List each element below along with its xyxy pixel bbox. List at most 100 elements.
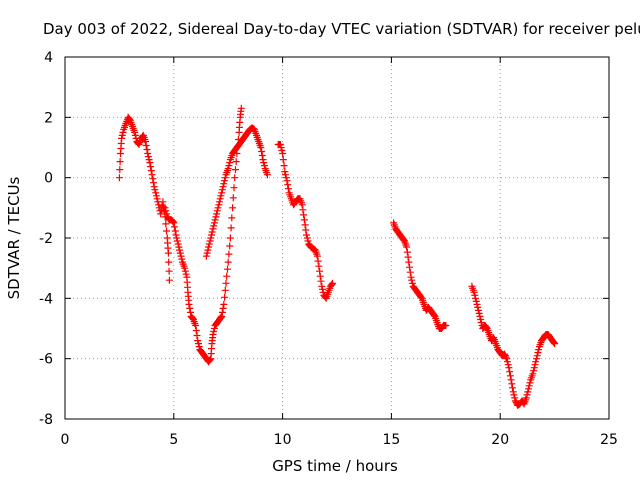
data-point [507, 376, 515, 384]
data-point [314, 257, 322, 265]
data-point [147, 167, 155, 175]
data-point [259, 156, 267, 164]
data-point [229, 204, 237, 212]
data-point [115, 174, 123, 182]
y-axis-title: SDTVAR / TECUs [5, 176, 23, 299]
y-tick-labels: -8 -6 -4 -2 0 2 4 [39, 50, 53, 428]
data-point [126, 115, 134, 123]
data-point [150, 179, 157, 187]
data-point [284, 185, 292, 193]
data-point [506, 368, 514, 376]
data-point [181, 264, 189, 272]
data-point [224, 165, 232, 173]
data-point [280, 162, 288, 170]
data-point [229, 194, 237, 202]
data-point [194, 337, 202, 345]
data-point [226, 242, 234, 250]
data-point [534, 349, 542, 357]
data-point [529, 370, 537, 378]
data-point [207, 234, 215, 242]
x-tick-label: 10 [274, 432, 292, 448]
data-point [258, 152, 266, 159]
x-axis-title: GPS time / hours [272, 457, 398, 475]
data-point [210, 222, 218, 230]
x-tick-label: 15 [382, 432, 400, 448]
data-point [142, 142, 150, 149]
data-point [526, 379, 534, 387]
y-tick-label: -8 [39, 412, 53, 428]
data-point [522, 394, 530, 402]
data-point [508, 380, 516, 388]
data-point [170, 219, 178, 227]
data-point [503, 355, 511, 363]
data-point [408, 279, 416, 287]
data-point [214, 204, 222, 212]
data-point [192, 322, 200, 329]
data-point [148, 171, 156, 179]
data-point [316, 272, 324, 280]
data-point [504, 361, 512, 369]
data-point [118, 134, 126, 142]
data-point [176, 249, 184, 257]
data-point [172, 231, 180, 239]
data-point [279, 150, 287, 157]
data-point [182, 270, 190, 278]
data-point [226, 234, 234, 242]
data-point [178, 255, 186, 263]
data-point [232, 158, 240, 166]
data-point [161, 204, 169, 212]
data-point [218, 312, 226, 320]
data-point [165, 258, 173, 266]
data-point [193, 332, 201, 339]
data-point [181, 267, 189, 275]
data-point [165, 267, 173, 275]
data-point [532, 358, 540, 366]
data-point [176, 246, 184, 254]
data-point [118, 131, 126, 139]
data-point [406, 268, 414, 276]
data-point [215, 201, 223, 209]
data-point [171, 223, 178, 231]
data-point [208, 231, 215, 239]
data-point [210, 328, 218, 335]
data-point [221, 293, 229, 301]
data-point [131, 128, 139, 136]
data-point [281, 168, 289, 176]
data-point [474, 306, 482, 314]
y-tick-label: -4 [39, 291, 53, 307]
data-point [550, 339, 558, 347]
data-point [217, 313, 225, 321]
data-point [261, 162, 268, 170]
data-point [147, 163, 155, 171]
data-point [282, 174, 290, 182]
data-point [223, 272, 231, 280]
data-point [407, 273, 415, 281]
data-point [276, 141, 284, 148]
data-point [533, 352, 541, 360]
data-point [219, 183, 227, 191]
data-point [225, 250, 233, 258]
data-point [284, 181, 292, 189]
data-point [300, 216, 308, 224]
data-point [116, 158, 124, 166]
data-point [162, 220, 170, 228]
data-point [470, 288, 478, 296]
data-point [303, 234, 311, 242]
data-point [192, 327, 200, 334]
data-point [210, 325, 218, 332]
data-point [403, 248, 411, 256]
y-tick-label: -2 [39, 231, 53, 247]
data-point [218, 186, 226, 194]
data-point [221, 174, 229, 182]
data-point [299, 206, 307, 214]
data-point [511, 397, 519, 405]
data-point [145, 156, 153, 164]
data-point [551, 340, 559, 348]
data-point [315, 262, 323, 270]
data-point [535, 346, 543, 354]
data-point [510, 391, 518, 399]
y-tick-label: 4 [44, 50, 53, 66]
y-tick-label: 0 [44, 171, 53, 187]
data-point [149, 175, 157, 183]
